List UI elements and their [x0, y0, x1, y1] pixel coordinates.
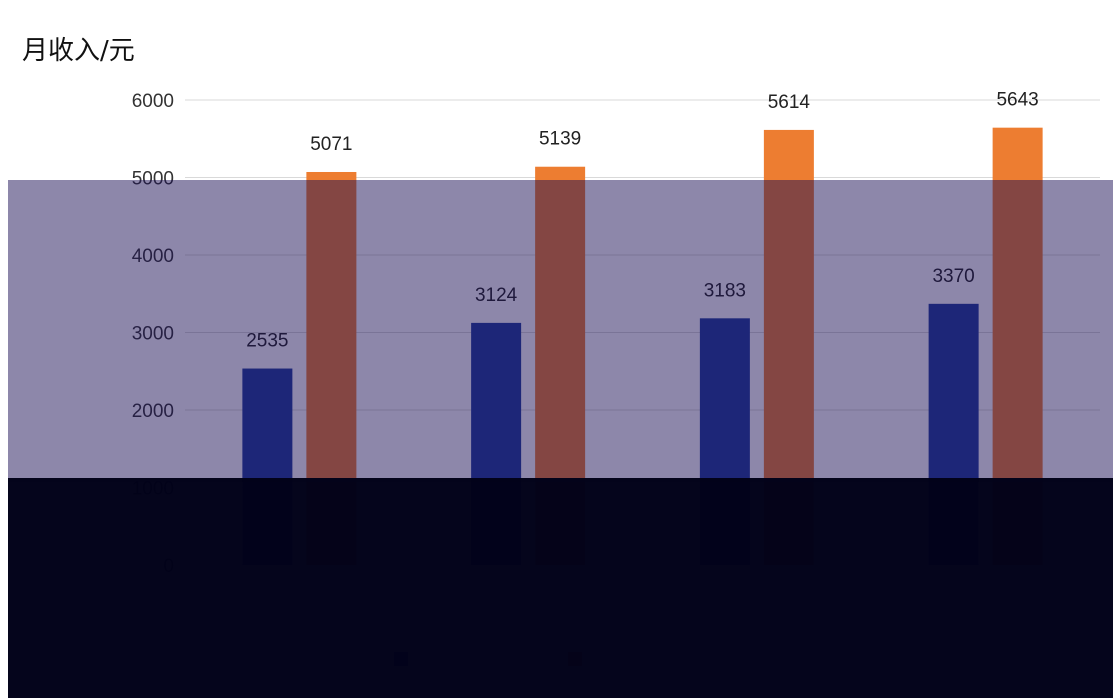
overlay-band-top: [8, 180, 1113, 482]
overlay-band-bottom: [8, 478, 1113, 698]
data-label: 5139: [539, 129, 581, 150]
data-label: 5614: [768, 92, 811, 113]
y-axis-label: 月收入/元: [22, 36, 135, 66]
data-label: 5071: [310, 134, 352, 155]
y-tick-label: 6000: [132, 91, 174, 112]
data-label: 5643: [996, 90, 1038, 111]
